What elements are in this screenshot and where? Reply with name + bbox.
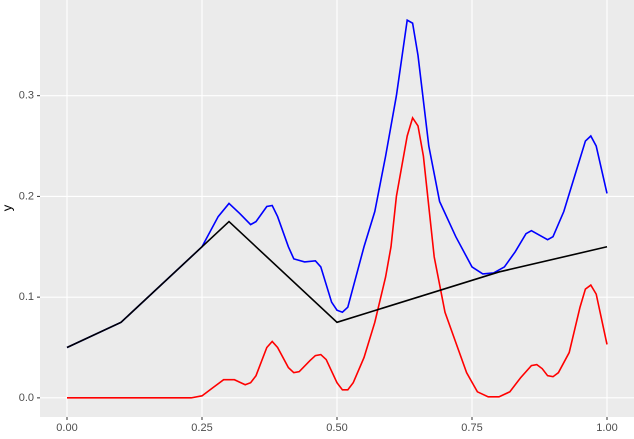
x-tick-label: 0.00 <box>56 422 77 434</box>
x-tick-label: 0.50 <box>326 422 347 434</box>
x-tick-label: 0.25 <box>191 422 212 434</box>
x-tick-label: 0.75 <box>461 422 482 434</box>
x-tick-label: 1.00 <box>596 422 617 434</box>
y-tick-label: 0.3 <box>19 90 34 102</box>
y-tick-label: 0.1 <box>19 291 34 303</box>
line <box>66 18 608 349</box>
y-tick-label: 0.2 <box>19 190 34 202</box>
y-tick-label: 0.0 <box>19 392 34 404</box>
line <box>67 115 608 399</box>
y-axis-title: y <box>0 204 14 211</box>
line <box>66 220 608 349</box>
